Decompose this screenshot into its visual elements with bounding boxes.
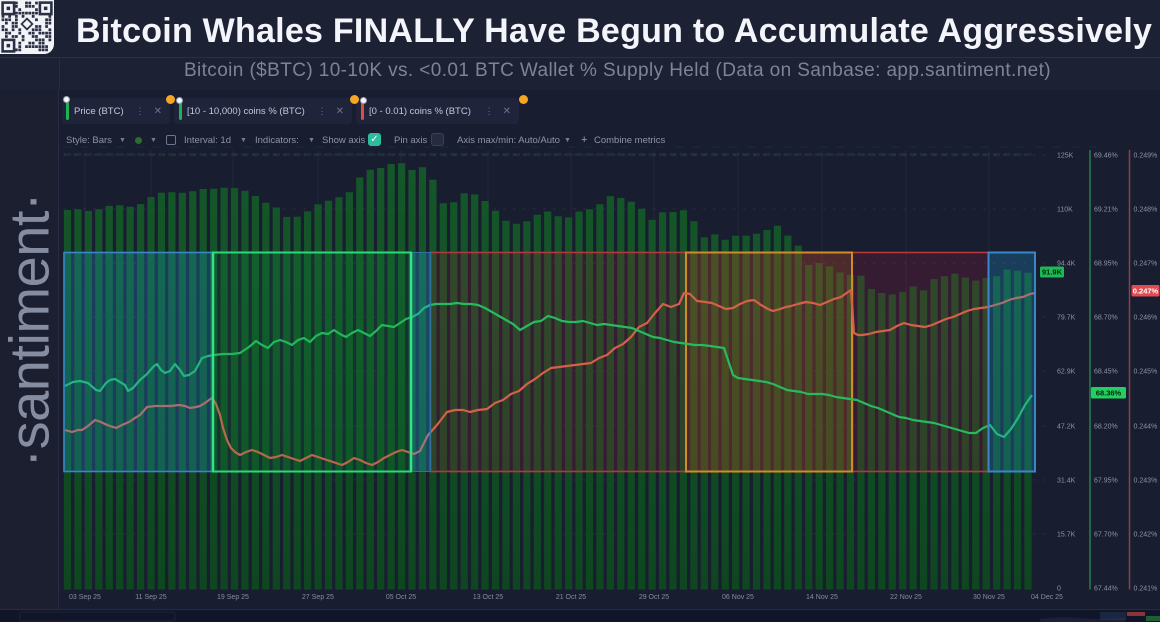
svg-text:0.244%: 0.244% (1134, 424, 1158, 431)
svg-text:91.9K: 91.9K (1042, 268, 1063, 277)
svg-text:68.20%: 68.20% (1094, 424, 1118, 431)
svg-text:30 Nov 25: 30 Nov 25 (973, 594, 1005, 601)
svg-text:11 Sep 25: 11 Sep 25 (135, 594, 167, 601)
svg-text:27 Sep 25: 27 Sep 25 (302, 594, 334, 601)
svg-text:0.245%: 0.245% (1134, 369, 1158, 376)
svg-text:68.45%: 68.45% (1094, 369, 1118, 376)
svg-text:68.70%: 68.70% (1094, 315, 1118, 322)
svg-text:19 Sep 25: 19 Sep 25 (217, 594, 249, 601)
svg-text:67.44%: 67.44% (1094, 586, 1118, 593)
svg-text:0.242%: 0.242% (1134, 532, 1158, 539)
svg-text:31.4K: 31.4K (1057, 478, 1076, 485)
svg-text:14 Nov 25: 14 Nov 25 (806, 594, 838, 601)
svg-text:69.46%: 69.46% (1094, 153, 1118, 160)
svg-text:0.241%: 0.241% (1134, 586, 1158, 593)
svg-text:68.36%: 68.36% (1096, 389, 1122, 398)
svg-text:47.2K: 47.2K (1057, 424, 1076, 431)
svg-text:94.4K: 94.4K (1057, 261, 1076, 268)
svg-text:05 Oct 25: 05 Oct 25 (386, 594, 416, 601)
svg-text:67.95%: 67.95% (1094, 478, 1118, 485)
svg-text:21 Oct 25: 21 Oct 25 (556, 594, 586, 601)
svg-text:0.249%: 0.249% (1134, 153, 1158, 160)
svg-text:0.248%: 0.248% (1134, 207, 1158, 214)
svg-text:62.9K: 62.9K (1057, 369, 1076, 376)
svg-text:13 Oct 25: 13 Oct 25 (473, 594, 503, 601)
svg-text:0.246%: 0.246% (1134, 315, 1158, 322)
svg-text:79.7K: 79.7K (1057, 315, 1076, 322)
svg-text:04 Dec 25: 04 Dec 25 (1031, 594, 1063, 601)
svg-text:67.70%: 67.70% (1094, 532, 1118, 539)
svg-text:22 Nov 25: 22 Nov 25 (890, 594, 922, 601)
svg-text:0.243%: 0.243% (1134, 478, 1158, 485)
svg-text:125K: 125K (1057, 153, 1074, 160)
svg-text:15.7K: 15.7K (1057, 532, 1076, 539)
svg-text:0.247%: 0.247% (1133, 287, 1159, 296)
svg-text:110K: 110K (1057, 207, 1073, 214)
svg-text:03 Sep 25: 03 Sep 25 (69, 594, 101, 601)
svg-text:29 Oct 25: 29 Oct 25 (639, 594, 669, 601)
svg-text:69.21%: 69.21% (1094, 207, 1118, 214)
svg-text:68.95%: 68.95% (1094, 261, 1118, 268)
svg-text:0.247%: 0.247% (1134, 261, 1158, 268)
svg-text:0: 0 (1057, 586, 1061, 593)
svg-text:06 Nov 25: 06 Nov 25 (722, 594, 754, 601)
